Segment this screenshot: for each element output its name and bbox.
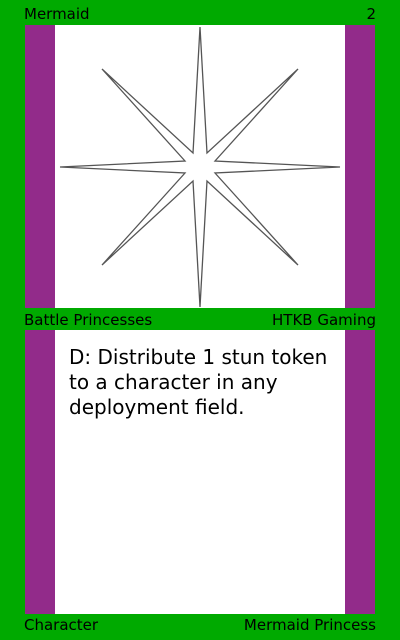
card-subtype: Mermaid Princess	[243, 616, 376, 634]
eight-point-star-icon	[59, 26, 341, 308]
right-stripe-top	[345, 25, 375, 308]
rules-panel	[55, 330, 345, 614]
left-stripe-bottom	[25, 330, 55, 614]
card-border-top	[0, 0, 400, 25]
card-border-middle	[0, 308, 400, 330]
card-name: Mermaid	[24, 5, 90, 23]
card-border-bottom	[0, 614, 400, 640]
card-publisher: HTKB Gaming	[272, 311, 376, 329]
card-cost: 2	[366, 5, 376, 23]
card-set-name: Battle Princesses	[24, 311, 153, 329]
card-type: Character	[24, 616, 99, 634]
left-stripe-top	[25, 25, 55, 308]
card-rules-text: D: Distribute 1 stun token to a characte…	[69, 345, 328, 419]
right-stripe-bottom	[345, 330, 375, 614]
